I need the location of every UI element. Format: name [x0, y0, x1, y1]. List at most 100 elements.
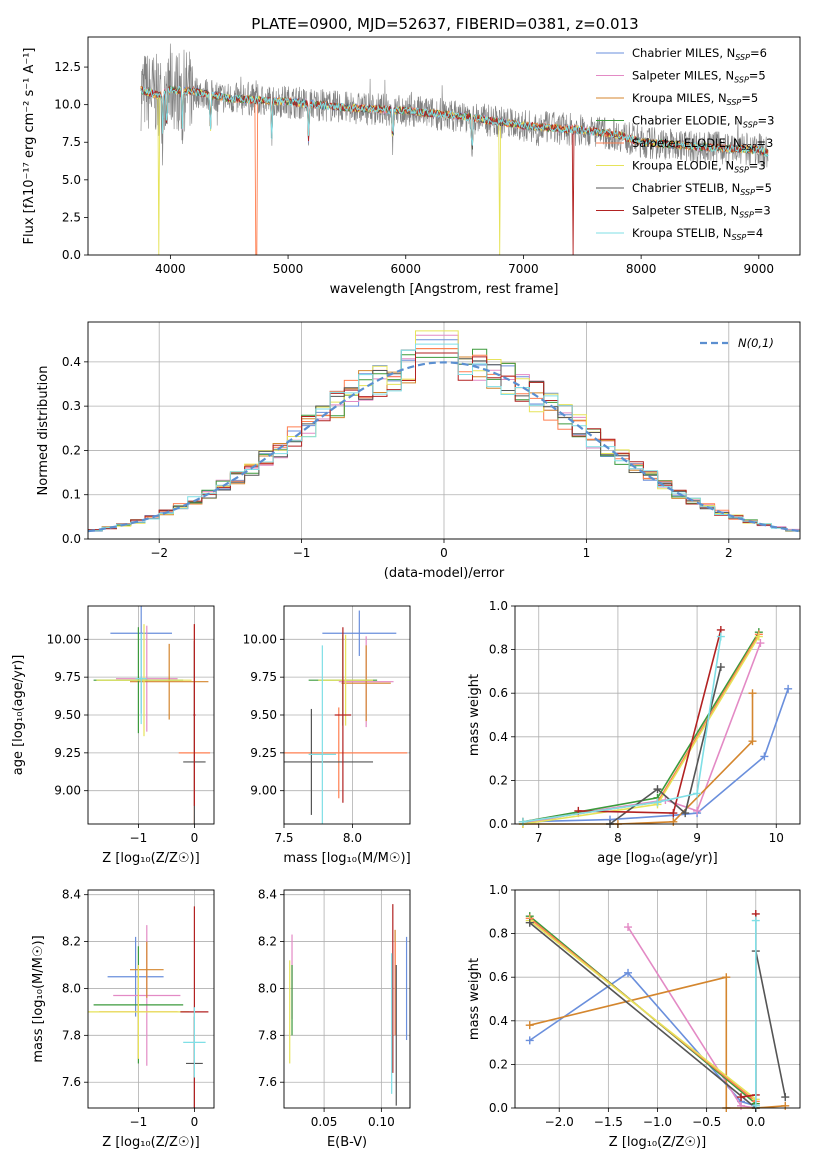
x-tick-label: 8.0: [343, 831, 362, 845]
y-tick-label: 0.8: [489, 643, 508, 657]
y-tick-label: 0.3: [62, 399, 81, 413]
axes-frame: [514, 605, 801, 825]
y-tick-label: 8.4: [62, 888, 81, 902]
weight-marker: [716, 632, 725, 641]
x-axis-label: mass [log₁₀(M/M☉)]: [283, 851, 410, 866]
x-tick-label: 0.10: [368, 1115, 395, 1129]
x-tick-label: 7: [535, 831, 543, 845]
y-tick-label: 9.50: [250, 708, 277, 722]
weight-marker: [518, 817, 527, 826]
legend-entry: Salpeter ELODIE, NSSP=3: [632, 136, 773, 152]
y-tick-label: 9.00: [250, 784, 277, 798]
x-tick-label: −1.0: [643, 1115, 672, 1129]
spectrum-model-line: [140, 85, 769, 157]
x-tick-label: −2.0: [545, 1115, 574, 1129]
weight-series-line: [522, 642, 762, 825]
x-tick-label: 0.05: [311, 1115, 338, 1129]
x-tick-label: 8000: [626, 262, 657, 276]
y-tick-label: 8.0: [258, 981, 277, 995]
y-axis-label: mass weight: [467, 958, 482, 1040]
x-tick-label: 8: [614, 831, 622, 845]
y-tick-label: 12.5: [54, 60, 81, 74]
y-tick-label: 9.50: [54, 708, 81, 722]
weight-series-line: [522, 631, 760, 823]
weight-marker: [751, 916, 760, 925]
weight-marker: [693, 806, 702, 815]
axes-frame: [87, 889, 215, 1109]
legend-entry: Kroupa ELODIE, NSSP=3: [632, 159, 766, 175]
y-tick-label: 9.75: [54, 670, 81, 684]
weight-marker: [716, 663, 725, 672]
y-axis-label: mass [log₁₀(M/M☉)]: [31, 935, 46, 1062]
histogram-series: [88, 343, 800, 532]
weight-marker: [722, 973, 731, 982]
y-tick-label: 0.8: [489, 927, 508, 941]
x-tick-label: 9: [693, 831, 701, 845]
weight-marker: [525, 1036, 534, 1045]
weight-marker: [669, 809, 678, 818]
y-tick-label: 7.6: [258, 1075, 277, 1089]
y-tick-label: 9.25: [54, 746, 81, 760]
x-tick-label: −0.5: [692, 1115, 721, 1129]
y-tick-label: 0.0: [489, 1101, 508, 1115]
x-tick-label: 10: [769, 831, 784, 845]
weight-series-line: [522, 633, 760, 823]
axes-frame: [283, 889, 411, 1109]
x-tick-label: −1: [130, 831, 148, 845]
y-tick-label: 10.0: [54, 98, 81, 112]
y-tick-label: 9.25: [250, 746, 277, 760]
x-axis-label: wavelength [Angstrom, rest frame]: [330, 282, 559, 297]
weight-series-line: [529, 919, 757, 1100]
y-tick-label: 9.00: [54, 784, 81, 798]
weight-series-line: [627, 926, 756, 1109]
y-tick-label: 7.8: [258, 1028, 277, 1042]
x-axis-label: Z [log₁₀(Z/Z☉)]: [609, 1135, 706, 1150]
axes-layer: [84, 36, 801, 1112]
weight-series-line: [522, 636, 760, 825]
weight-marker: [760, 752, 769, 761]
y-tick-label: 5.0: [62, 173, 81, 187]
y-tick-label: 8.2: [62, 935, 81, 949]
y-tick-label: 7.6: [62, 1075, 81, 1089]
y-tick-label: 2.5: [62, 210, 81, 224]
legend-entry: Kroupa MILES, NSSP=5: [632, 91, 758, 107]
weight-marker: [781, 1101, 790, 1110]
weight-marker: [525, 1021, 534, 1030]
x-tick-label: 4000: [155, 262, 186, 276]
y-tick-label: 0.0: [62, 248, 81, 262]
y-tick-label: 8.2: [258, 935, 277, 949]
legend-entry: Chabrier STELIB, NSSP=5: [632, 181, 772, 197]
weight-marker: [784, 684, 793, 693]
weight-marker: [681, 809, 690, 818]
weight-marker: [693, 789, 702, 798]
weight-series-line: [529, 971, 757, 1107]
x-tick-label: 7.5: [274, 831, 293, 845]
x-axis-label: age [log₁₀(age/yr)]: [597, 851, 718, 866]
y-axis-label: age [log₁₀(age/yr)]: [11, 655, 26, 776]
x-tick-label: 0: [191, 831, 199, 845]
y-tick-label: 0.4: [62, 355, 81, 369]
y-tick-label: 0.0: [489, 817, 508, 831]
spectrum-data-line: [140, 43, 769, 168]
weight-marker: [781, 1093, 790, 1102]
y-tick-label: 0.2: [489, 773, 508, 787]
weight-marker: [754, 632, 763, 641]
weight-series-line: [578, 629, 722, 814]
text-layer: PLATE=0900, MJD=52637, FIBERID=0381, z=0…: [11, 15, 784, 1150]
x-axis-label: E(B-V): [327, 1135, 367, 1150]
y-axis-label: Flux [fλ10⁻¹⁷ erg cm⁻² s⁻¹ A⁻¹]: [22, 48, 37, 245]
weight-marker: [756, 639, 765, 648]
legend-entry: Chabrier ELODIE, NSSP=3: [632, 114, 774, 130]
x-tick-label: 7000: [508, 262, 539, 276]
weight-marker: [653, 785, 662, 794]
legend-entry: N(0,1): [738, 336, 774, 350]
normal-reference-line: [87, 361, 801, 533]
weight-series-line: [522, 636, 722, 823]
x-tick-label: 2: [725, 546, 733, 560]
y-tick-label: 0.4: [489, 730, 508, 744]
weight-marker: [525, 918, 534, 927]
y-tick-label: 7.8: [62, 1028, 81, 1042]
y-tick-label: 8.4: [258, 888, 277, 902]
x-tick-label: 6000: [390, 262, 421, 276]
